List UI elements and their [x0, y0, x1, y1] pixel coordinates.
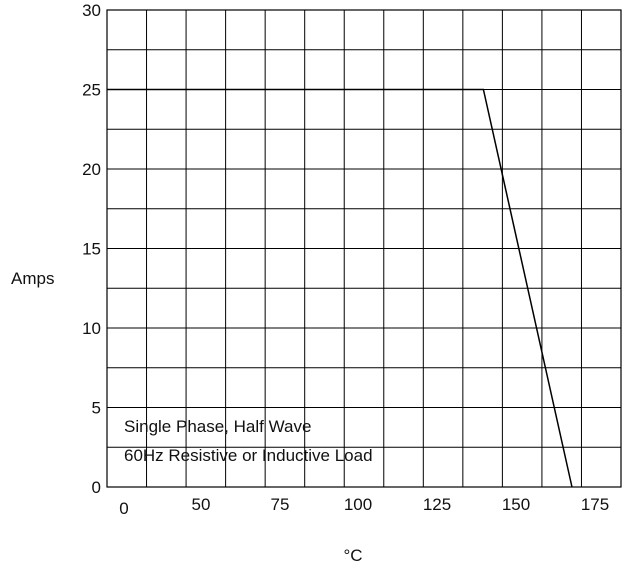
- y-tick-label: 15: [82, 240, 101, 259]
- y-tick-label: 20: [82, 160, 101, 179]
- y-tick-label: 25: [82, 81, 101, 100]
- y-tick-label: 10: [82, 319, 101, 338]
- x-axis-label: °C: [343, 546, 362, 565]
- x-tick-label: 0: [119, 499, 128, 518]
- x-tick-label: 150: [502, 495, 530, 514]
- x-tick-label: 50: [192, 495, 211, 514]
- annotation-line-2: 60Hz Resistive or Inductive Load: [124, 446, 373, 465]
- series-group: [107, 88, 573, 488]
- annotation-line-1: Single Phase, Half Wave: [124, 417, 311, 436]
- x-axis-ticks: 0 50 75 100 125 150 175: [119, 495, 609, 518]
- x-tick-label: 125: [423, 495, 451, 514]
- y-axis-ticks: 0 5 10 15 20 25 30: [82, 1, 101, 497]
- y-axis-label: Amps: [11, 269, 54, 288]
- x-tick-label: 100: [344, 495, 372, 514]
- plot-frame: [106, 9, 622, 488]
- x-tick-label: 175: [581, 495, 609, 514]
- grid-lines: [107, 10, 621, 487]
- y-tick-label: 0: [92, 478, 101, 497]
- derating-curve: [107, 88, 573, 488]
- y-tick-label: 30: [82, 1, 101, 20]
- y-tick-label: 5: [92, 399, 101, 418]
- x-tick-label: 75: [271, 495, 290, 514]
